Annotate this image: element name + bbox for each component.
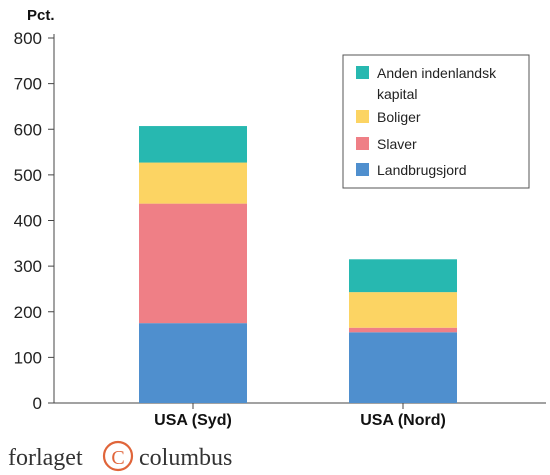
bar-segment-boliger <box>139 162 247 204</box>
bars <box>139 126 457 403</box>
category-labels: USA (Syd) USA (Nord) <box>154 412 446 429</box>
bar-segment-anden-indenlandsk-kapital <box>139 126 247 163</box>
bar-segment-anden-indenlandsk-kapital <box>349 259 457 293</box>
legend-swatch <box>356 137 369 150</box>
bar-segment-boliger <box>349 292 457 328</box>
category-label: USA (Syd) <box>154 412 232 429</box>
bar-segment-landbrugsjord <box>349 332 457 403</box>
y-tick-label: 200 <box>14 303 42 322</box>
y-tick-label: 0 <box>33 394 42 413</box>
logo-text-left: forlaget <box>8 445 83 471</box>
category-label: USA (Nord) <box>360 412 446 429</box>
legend-label: Landbrugsjord <box>377 162 467 178</box>
y-tick-label: 500 <box>14 166 42 185</box>
legend-swatch <box>356 163 369 176</box>
legend-label: Boliger <box>377 109 421 125</box>
axes <box>53 34 546 409</box>
y-axis-label: Pct. <box>27 7 55 24</box>
bar-segment-slaver <box>349 327 457 333</box>
logo-text-right: columbus <box>139 445 232 471</box>
y-tick-label: 600 <box>14 120 42 139</box>
legend-swatch <box>356 110 369 123</box>
y-tick-labels: 0 100 200 300 400 500 600 700 800 <box>14 29 54 413</box>
legend-label: Anden indenlandsk <box>377 65 497 81</box>
bar-segment-slaver <box>139 203 247 324</box>
y-tick-label: 100 <box>14 348 42 367</box>
legend-label: kapital <box>377 86 417 102</box>
legend: Anden indenlandsk kapital Boliger Slaver Lan… <box>342 54 530 189</box>
y-tick-label: 700 <box>14 75 42 94</box>
bar-segment-landbrugsjord <box>139 323 247 403</box>
legend-box <box>342 54 530 189</box>
y-tick-label: 800 <box>14 29 42 48</box>
publisher-logo: forlaget C columbus <box>8 440 232 472</box>
copyright-circle-icon <box>102 440 134 472</box>
legend-label: Slaver <box>377 136 417 152</box>
y-tick-label: 400 <box>14 212 42 231</box>
legend-swatch <box>356 66 369 79</box>
y-tick-label: 300 <box>14 257 42 276</box>
copyright-mark: C <box>111 447 124 469</box>
